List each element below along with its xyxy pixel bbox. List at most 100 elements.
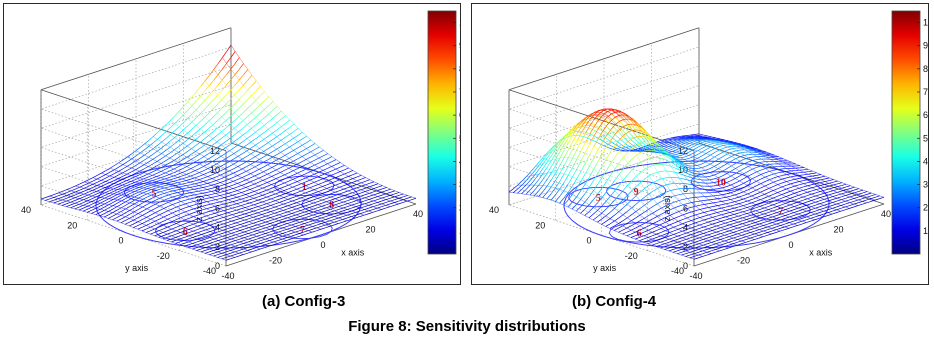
mesh-line [190, 170, 196, 173]
mesh-line [737, 226, 743, 229]
mesh-line [607, 133, 613, 138]
mesh-line [108, 218, 113, 220]
mesh-line [295, 231, 300, 234]
mesh-line [240, 213, 245, 216]
mesh-line [322, 188, 327, 191]
mesh-line [670, 201, 675, 205]
mesh-line [306, 148, 311, 152]
mesh-line [257, 211, 263, 214]
mesh-line [241, 179, 247, 182]
mesh-line [623, 185, 628, 191]
mesh-line [629, 142, 634, 147]
mesh-line [665, 197, 671, 200]
mesh-line [225, 158, 230, 162]
mesh-line [122, 166, 128, 170]
mesh-line [521, 184, 527, 190]
electrode-circle [272, 218, 333, 240]
mesh-line [765, 175, 770, 178]
mesh-line [398, 193, 404, 196]
mesh-line [260, 243, 266, 245]
mesh-line [138, 195, 144, 199]
mesh-line [228, 201, 233, 204]
colorbar-tick-label: 1 [459, 226, 461, 236]
mesh-line [235, 230, 241, 233]
mesh-line [614, 203, 620, 209]
mesh-line [653, 171, 658, 175]
mesh-line [381, 207, 386, 210]
mesh-line [135, 182, 140, 184]
mesh-line [390, 196, 395, 199]
mesh-line [258, 175, 264, 179]
z-tick-label: 10 [678, 165, 688, 175]
mesh-line [239, 248, 244, 251]
mesh-line [100, 186, 106, 188]
mesh-line [360, 195, 365, 199]
mesh-line [87, 201, 93, 204]
mesh-line [178, 154, 183, 158]
mesh-line [285, 127, 290, 131]
mesh-line [289, 134, 294, 139]
mesh-line [225, 108, 231, 113]
mesh-line [134, 191, 139, 195]
mesh-line [802, 201, 808, 204]
mesh-line [204, 132, 209, 136]
mesh-line [679, 169, 684, 173]
mesh-line [661, 191, 667, 195]
mesh-line [237, 147, 243, 152]
mesh-line [607, 127, 613, 133]
mesh-line [314, 164, 319, 168]
mesh-line [680, 160, 685, 162]
mesh-line [305, 166, 311, 170]
mesh-line [297, 141, 303, 146]
mesh-line [559, 190, 565, 197]
mesh-line [273, 240, 279, 243]
mesh-line [717, 197, 722, 200]
mesh-line [137, 219, 143, 223]
mesh-line [126, 171, 132, 175]
mesh-line [134, 189, 140, 192]
mesh-line [631, 211, 637, 216]
mesh-line [147, 182, 153, 185]
mesh-line [53, 198, 59, 201]
mesh-line [666, 164, 671, 167]
mesh-line [262, 180, 268, 183]
mesh-line [688, 169, 693, 172]
mesh-line [365, 186, 370, 189]
mesh-line [288, 165, 294, 169]
mesh-line [285, 119, 291, 124]
mesh-line [683, 169, 689, 172]
mesh-line [196, 109, 201, 114]
mesh-line [135, 147, 141, 151]
mesh-line [239, 225, 245, 228]
mesh-line [701, 142, 707, 146]
mesh-line [284, 176, 289, 180]
mesh-line [618, 190, 624, 196]
mesh-line [227, 223, 232, 227]
mesh-line [631, 195, 637, 201]
mesh-line [724, 236, 730, 239]
mesh-line [225, 144, 230, 149]
mesh-line [231, 227, 236, 230]
mesh-line [222, 236, 227, 238]
mesh-line [381, 196, 387, 199]
mesh-line [356, 198, 361, 202]
mesh-line [213, 104, 218, 110]
mesh-line [109, 173, 115, 177]
mesh-line [121, 201, 126, 205]
mesh-line [296, 202, 301, 205]
mesh-line [183, 244, 189, 247]
mesh-line [752, 162, 758, 165]
mesh-line [734, 200, 739, 203]
mesh-line [686, 234, 691, 237]
mesh-line [326, 206, 331, 209]
mesh-line [627, 158, 633, 164]
mesh-line [329, 220, 335, 223]
mesh-line [125, 195, 131, 197]
mesh-line [126, 178, 132, 181]
mesh-line [156, 185, 161, 188]
mesh-line [793, 207, 799, 210]
mesh-line [616, 145, 622, 149]
mesh-line [180, 232, 185, 235]
mesh-line [130, 193, 135, 197]
mesh-line [231, 233, 236, 236]
